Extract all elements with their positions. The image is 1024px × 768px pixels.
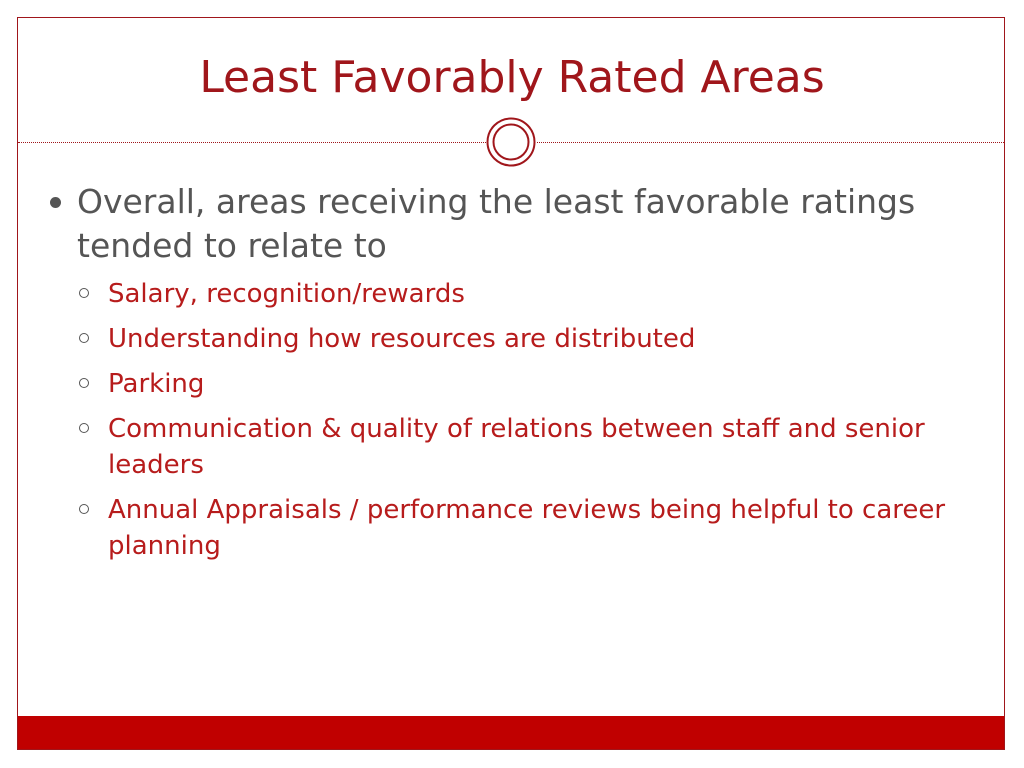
sub-bullet-text: Annual Appraisals / performance reviews … bbox=[108, 495, 946, 561]
sub-bullet-item: Understanding how resources are distribu… bbox=[48, 321, 988, 357]
sub-bullet-item: Communication & quality of relations bet… bbox=[48, 411, 988, 483]
sub-bullet-item: Salary, recognition/rewards bbox=[48, 276, 988, 312]
sub-bullet-text: Communication & quality of relations bet… bbox=[108, 414, 925, 480]
double-circle-svg bbox=[486, 117, 536, 167]
sub-bullet-text: Parking bbox=[108, 369, 205, 399]
filled-circle-bullet-icon bbox=[50, 197, 61, 208]
sub-bullet-text: Understanding how resources are distribu… bbox=[108, 324, 696, 354]
hollow-circle-bullet-icon bbox=[79, 423, 89, 433]
main-bullet-point: Overall, areas receiving the least favor… bbox=[48, 180, 988, 268]
slide-body: Overall, areas receiving the least favor… bbox=[48, 180, 988, 573]
hollow-circle-bullet-icon bbox=[79, 333, 89, 343]
hollow-circle-bullet-icon bbox=[79, 288, 89, 298]
slide: Least Favorably Rated Areas Overall, are… bbox=[17, 17, 1005, 750]
double-circle-icon bbox=[486, 117, 536, 167]
hollow-circle-bullet-icon bbox=[79, 504, 89, 514]
main-bullet-text: Overall, areas receiving the least favor… bbox=[77, 182, 916, 265]
sub-bullet-text: Salary, recognition/rewards bbox=[108, 279, 465, 309]
slide-title: Least Favorably Rated Areas bbox=[199, 52, 825, 103]
footer-bar bbox=[18, 716, 1004, 749]
sub-bullet-item: Annual Appraisals / performance reviews … bbox=[48, 492, 988, 564]
sub-bullet-list: Salary, recognition/rewards Understandin… bbox=[48, 276, 988, 564]
hollow-circle-bullet-icon bbox=[79, 378, 89, 388]
sub-bullet-item: Parking bbox=[48, 366, 988, 402]
